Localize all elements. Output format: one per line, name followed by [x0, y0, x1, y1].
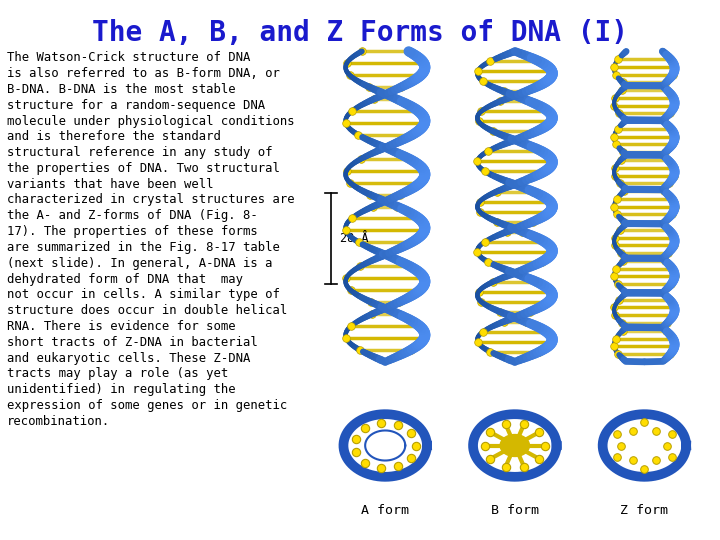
Text: The A, B, and Z Forms of DNA (I): The A, B, and Z Forms of DNA (I) [92, 19, 628, 47]
Polygon shape [343, 414, 427, 477]
Polygon shape [473, 414, 557, 477]
Polygon shape [365, 430, 405, 461]
Polygon shape [500, 435, 529, 456]
Text: Z form: Z form [621, 504, 668, 517]
Polygon shape [603, 414, 686, 477]
Text: 28 Å: 28 Å [340, 232, 369, 245]
Text: A form: A form [361, 504, 409, 517]
Text: B form: B form [491, 504, 539, 517]
Text: The Watson-Crick structure of DNA
is also referred to as B-form DNA, or
B-DNA. B: The Watson-Crick structure of DNA is als… [7, 51, 294, 428]
